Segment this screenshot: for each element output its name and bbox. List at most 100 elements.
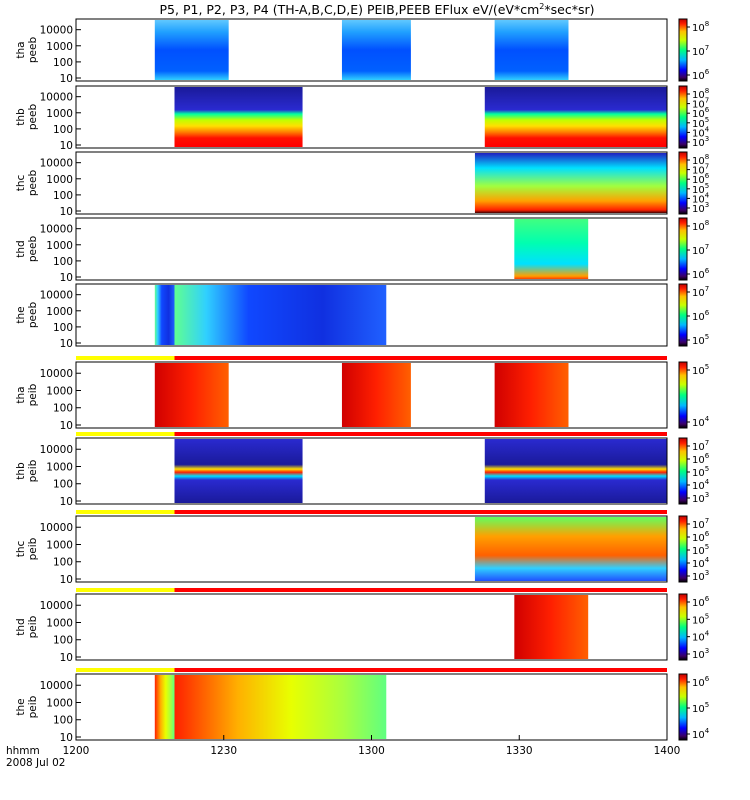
colorbar-tick-label: 106: [692, 595, 710, 609]
colorbar-tick-label: 108: [692, 153, 709, 167]
y-tick-label: 100: [53, 124, 73, 136]
y-tick-label: 10000: [40, 25, 73, 37]
colorbar-tick-label: 103: [692, 491, 709, 505]
colorbar-tick-label: 107: [692, 285, 709, 299]
panel-frame: [75, 151, 668, 215]
colorbar-tick-label: 105: [692, 612, 709, 626]
colorbar-tick-label: 106: [692, 172, 710, 186]
colorbar-tick-label: 107: [692, 44, 709, 58]
title-tail: *sec*sr): [544, 2, 594, 17]
colorbar-tick-label: 106: [692, 106, 710, 120]
colorbar-tick-label: 106: [692, 452, 710, 466]
spectrogram-block: [514, 219, 589, 279]
colorbar-tick-label: 103: [692, 201, 709, 215]
y-axis-label-probe: the: [15, 698, 27, 715]
colorbar-tick-label: 108: [692, 87, 709, 101]
mode-bar-fast: [174, 432, 667, 436]
colorbar-tick-label: 105: [692, 701, 709, 715]
colorbar-tick-label: 106: [692, 530, 710, 544]
y-axis-label-probe: thd: [15, 618, 27, 635]
mode-bar-fast: [174, 356, 667, 360]
figure-title: P5, P1, P2, P3, P4 (TH-A,B,C,D,E) PEIB,P…: [160, 2, 595, 17]
colorbar-tick-label: 106: [692, 309, 710, 323]
colorbar-tick-label: 103: [692, 569, 709, 583]
x-tick-label: 1230: [210, 745, 237, 757]
colorbar-tick-label: 104: [692, 478, 710, 492]
panel-frame: [75, 361, 668, 429]
y-tick-label: 100: [53, 256, 73, 268]
y-axis-label-product: peeb: [27, 170, 39, 197]
y-tick-label: 100: [53, 715, 73, 727]
colorbar-tick-label: 106: [692, 68, 710, 82]
spectrogram-block: [514, 595, 589, 659]
colorbar-tick-label: 104: [692, 727, 710, 741]
y-tick-label: 10: [60, 732, 73, 744]
y-axis-label-product: peeb: [27, 104, 39, 131]
y-axis-label-product: peeb: [27, 236, 39, 263]
y-tick-label: 10000: [40, 522, 73, 534]
mode-bar-fast: [174, 510, 667, 514]
colorbar: [678, 673, 688, 741]
y-tick-label: 10000: [40, 600, 73, 612]
y-tick-label: 10: [60, 420, 73, 432]
colorbar-tick-label: 105: [692, 363, 709, 377]
title-main: P5, P1, P2, P3, P4 (TH-A,B,C,D,E) PEIB,P…: [160, 2, 540, 17]
colorbar: [678, 593, 688, 661]
y-tick-label: 10000: [40, 680, 73, 692]
y-tick-label: 1000: [46, 306, 73, 318]
y-axis-label-probe: thc: [15, 541, 27, 558]
colorbar-tick-label: 105: [692, 465, 709, 479]
spectrogram-block: [174, 675, 387, 739]
colorbar-tick-label: 105: [692, 543, 709, 557]
y-axis-label-product: peib: [27, 459, 39, 482]
spectrogram-block: [174, 87, 303, 147]
colorbar: [678, 437, 688, 505]
colorbar-tick-label: 105: [692, 182, 709, 196]
colorbar-tick-label: 103: [692, 647, 709, 661]
x-axis-date: 2008 Jul 02: [6, 757, 65, 769]
y-tick-label: 1000: [46, 240, 73, 252]
y-tick-label: 1000: [46, 108, 73, 120]
x-tick-label: 1200: [63, 745, 90, 757]
x-axis: hhmm 2008 Jul 02 1200 1230 1300 1330 1400: [6, 735, 680, 769]
y-tick-label: 10000: [40, 224, 73, 236]
panel-frame: [75, 85, 668, 149]
y-axis-label-product: peib: [27, 537, 39, 560]
colorbar-tick-label: 106: [692, 267, 710, 281]
panel-frame: [75, 437, 668, 505]
colorbar: [678, 85, 688, 149]
panel-frame: [75, 515, 668, 583]
y-tick-label: 10000: [40, 92, 73, 104]
colorbar-tick-label: 107: [692, 163, 709, 177]
spectrogram-block: [154, 363, 229, 427]
mode-bar-slow: [76, 588, 175, 592]
y-axis-label-product: peib: [27, 383, 39, 406]
y-axis-label-probe: tha: [15, 41, 27, 58]
spectrogram-block: [484, 439, 667, 503]
colorbar-tick-label: 104: [692, 415, 710, 429]
y-axis-label-probe: the: [15, 306, 27, 323]
x-tick-label: 1400: [654, 745, 681, 757]
y-tick-label: 100: [53, 57, 73, 69]
spectrogram-block: [484, 87, 667, 147]
x-tick-label: 1330: [506, 745, 533, 757]
spectrogram-block: [174, 285, 387, 345]
panel-frame: [75, 283, 668, 347]
colorbar: [678, 515, 688, 583]
y-tick-label: 100: [53, 403, 73, 415]
y-tick-label: 100: [53, 322, 73, 334]
colorbar-tick-label: 104: [692, 191, 710, 205]
mode-bar-slow: [76, 432, 175, 436]
colorbar: [678, 283, 688, 347]
colorbar-tick-label: 104: [692, 125, 710, 139]
y-axis-label-probe: thb: [15, 462, 27, 480]
y-tick-label: 10000: [40, 158, 73, 170]
panel-the-peib: 10000 1000 100 10 the peib 106 105 104: [15, 668, 710, 744]
y-axis-label-product: peeb: [27, 302, 39, 329]
y-tick-label: 1000: [46, 385, 73, 397]
